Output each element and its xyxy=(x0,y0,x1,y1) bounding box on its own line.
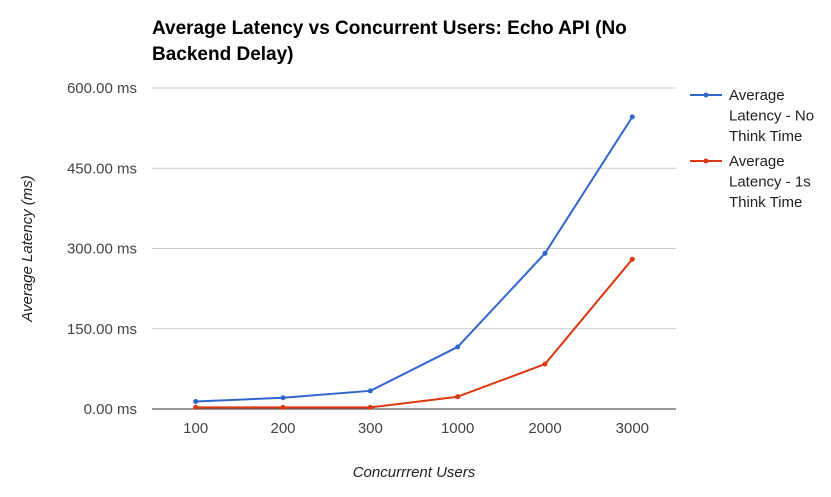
gridlines xyxy=(152,87,676,410)
data-point xyxy=(455,394,461,400)
legend-label: Think Time xyxy=(729,194,802,211)
data-point xyxy=(542,361,548,367)
y-tick-label: 150.00 ms xyxy=(67,321,137,338)
chart-title: Average Latency vs Concurrent Users: Ech… xyxy=(152,18,627,65)
data-point xyxy=(367,404,373,410)
legend-swatch-point xyxy=(703,158,709,164)
legend-label: Average xyxy=(729,87,785,104)
data-point xyxy=(367,388,373,394)
legend: Average Latency - No Think Time Average Late… xyxy=(690,87,814,211)
y-tick-label: 600.00 ms xyxy=(67,80,137,97)
x-axis-ticks: 100 200 300 1000 2000 3000 xyxy=(183,420,649,437)
data-point xyxy=(455,344,461,350)
x-tick-label: 100 xyxy=(183,420,208,437)
y-tick-label: 300.00 ms xyxy=(67,241,137,258)
y-tick-label: 450.00 ms xyxy=(67,160,137,177)
data-point xyxy=(193,399,199,405)
series-line xyxy=(195,258,634,409)
x-tick-label: 200 xyxy=(270,420,295,437)
data-point xyxy=(280,395,286,401)
y-axis-ticks: 0.00 ms 150.00 ms 300.00 ms 450.00 ms 600.00… xyxy=(67,80,137,418)
data-point xyxy=(280,404,286,410)
legend-swatch-point xyxy=(703,92,709,98)
legend-label: Latency - 1s xyxy=(729,174,811,191)
x-tick-label: 2000 xyxy=(528,420,561,437)
data-point xyxy=(542,250,548,256)
legend-label: Think Time xyxy=(729,128,802,145)
x-tick-label: 1000 xyxy=(441,420,474,437)
x-tick-label: 300 xyxy=(358,420,383,437)
data-point xyxy=(193,404,199,410)
data-point xyxy=(629,256,635,262)
y-axis-title: Average Latency (ms) xyxy=(19,175,36,322)
series-lines xyxy=(193,114,635,410)
data-point xyxy=(629,114,635,120)
y-tick-label: 0.00 ms xyxy=(84,401,137,418)
series-line xyxy=(195,116,634,403)
x-axis-title: Concurrrent Users xyxy=(353,464,476,481)
x-tick-label: 3000 xyxy=(616,420,649,437)
legend-label: Latency - No xyxy=(729,108,814,125)
legend-label: Average xyxy=(729,153,785,170)
